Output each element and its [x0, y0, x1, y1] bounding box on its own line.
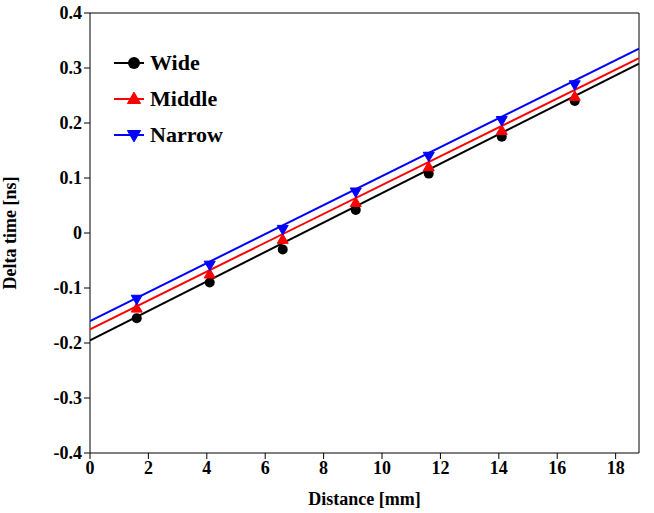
svg-text:8: 8: [319, 458, 328, 478]
svg-text:0.1: 0.1: [60, 168, 83, 188]
svg-text:14: 14: [490, 458, 508, 478]
html-text:Narrow: Narrow: [150, 122, 223, 147]
svg-text:0: 0: [73, 223, 82, 243]
html-text:Middle: Middle: [150, 86, 218, 111]
svg-text:-0.1: -0.1: [54, 278, 83, 298]
svg-text:18: 18: [607, 458, 625, 478]
svg-text:-0.4: -0.4: [54, 443, 83, 463]
svg-text:16: 16: [548, 458, 566, 478]
svg-text:2: 2: [144, 458, 153, 478]
html-text:Wide: Wide: [150, 50, 200, 75]
svg-text:0.4: 0.4: [60, 3, 83, 23]
svg-text:6: 6: [261, 458, 270, 478]
svg-text:0: 0: [86, 458, 95, 478]
svg-text:10: 10: [373, 458, 391, 478]
svg-text:Delta time [ns]: Delta time [ns]: [0, 177, 20, 290]
svg-text:12: 12: [431, 458, 449, 478]
svg-text:0.2: 0.2: [60, 113, 83, 133]
svg-text:0.3: 0.3: [60, 58, 83, 78]
svg-text:4: 4: [202, 458, 211, 478]
svg-text:Distance [mm]: Distance [mm]: [308, 489, 420, 509]
svg-text:-0.3: -0.3: [54, 388, 83, 408]
svg-text:-0.2: -0.2: [54, 333, 83, 353]
